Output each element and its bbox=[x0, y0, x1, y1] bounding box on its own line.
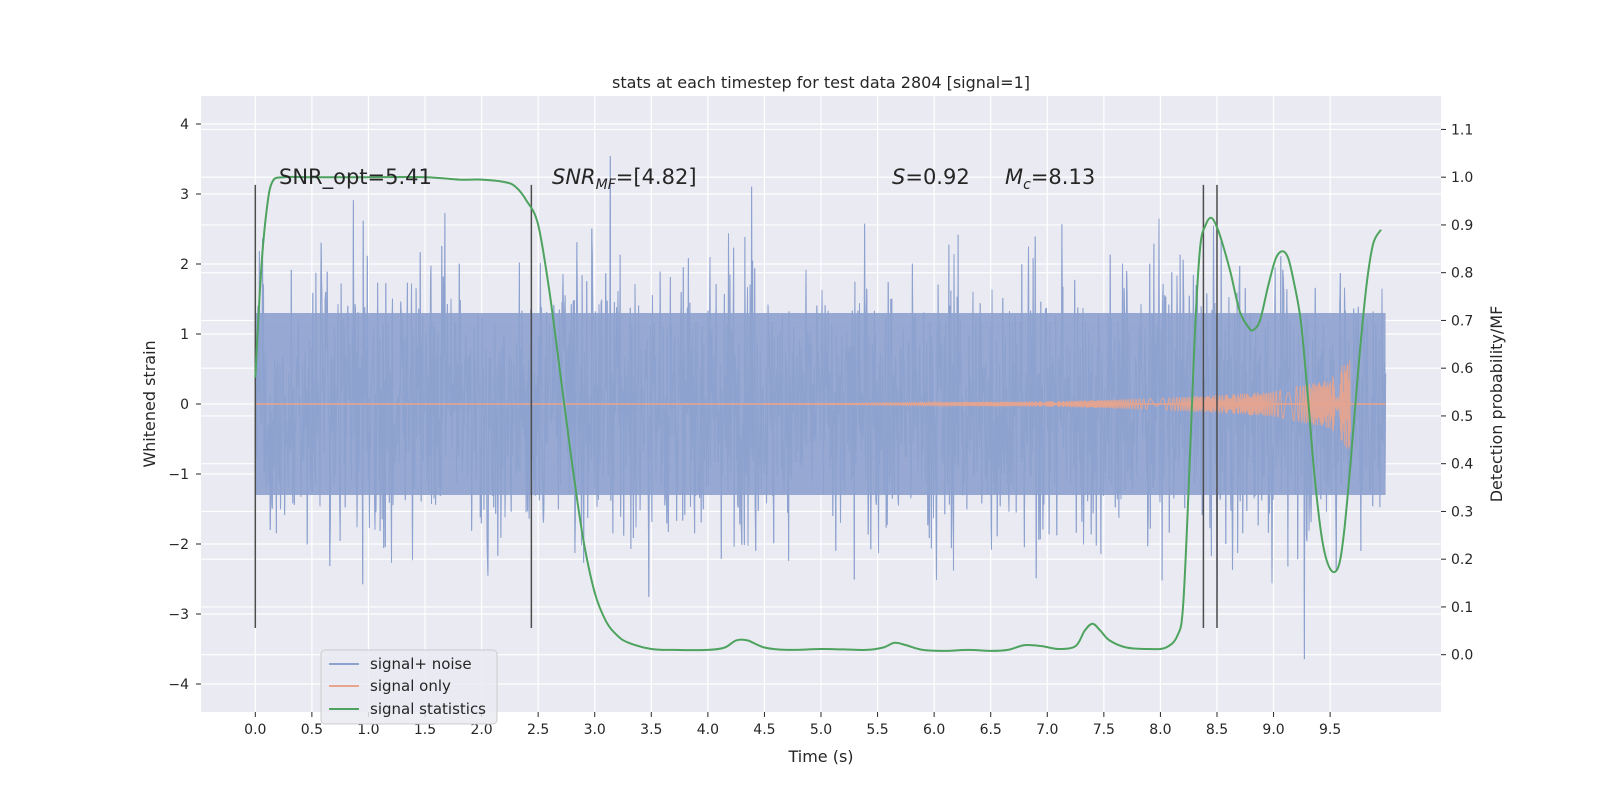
y2-tick-label: 0.8 bbox=[1451, 266, 1473, 282]
y2-tick-label: 0.9 bbox=[1451, 218, 1473, 234]
legend-label-signal-only: signal only bbox=[370, 677, 451, 695]
y2-tick-label: 1.1 bbox=[1451, 122, 1473, 138]
legend-label-signal-noise: signal+ noise bbox=[370, 655, 472, 673]
y2-tick-label: 0.5 bbox=[1451, 409, 1473, 425]
y2-tick-label: 0.3 bbox=[1451, 504, 1473, 520]
x-tick-label: 4.0 bbox=[697, 722, 719, 738]
legend-label-signal-statistics: signal statistics bbox=[370, 700, 486, 718]
y-tick-label: −2 bbox=[168, 537, 189, 553]
x-tick-label: 2.0 bbox=[470, 722, 492, 738]
y2-tick-label: 0.2 bbox=[1451, 552, 1473, 568]
x-tick-label: 3.0 bbox=[584, 722, 606, 738]
y2-tick-label: 0.6 bbox=[1451, 361, 1473, 377]
stat-line bbox=[254, 175, 1382, 652]
x-tick-label: 8.5 bbox=[1206, 722, 1228, 738]
y2-tick-label: 1.0 bbox=[1451, 170, 1473, 186]
annotation-s-var: S bbox=[892, 165, 905, 189]
y2-axis-label: Detection probability/MF bbox=[1487, 306, 1506, 503]
x-tick-label: 3.5 bbox=[640, 722, 662, 738]
annotation-s-value: =0.92 bbox=[905, 165, 969, 189]
x-tick-label: 1.0 bbox=[357, 722, 379, 738]
annotation-snr-mf-value: =[4.82] bbox=[616, 165, 697, 189]
annotation-mc-var: M bbox=[1005, 165, 1023, 189]
annotation-mc-sub: c bbox=[1023, 177, 1031, 193]
y-tick-label: 2 bbox=[180, 257, 189, 273]
series-signal-only bbox=[255, 359, 1386, 449]
y-tick-label: 4 bbox=[180, 117, 189, 133]
y2-tick-label: 0.0 bbox=[1451, 648, 1473, 664]
x-tick-label: 6.0 bbox=[923, 722, 945, 738]
chirp-trace bbox=[764, 359, 1351, 449]
x-axis-label: Time (s) bbox=[787, 747, 853, 766]
y2-tick-label: 0.7 bbox=[1451, 313, 1473, 329]
x-tick-label: 0.5 bbox=[301, 722, 323, 738]
x-tick-label: 5.5 bbox=[866, 722, 888, 738]
y-axis-label: Whitened strain bbox=[140, 340, 159, 467]
x-tick-label: 4.5 bbox=[753, 722, 775, 738]
y-tick-label: −3 bbox=[168, 607, 189, 623]
annotation-snr-mf-prefix: SNR bbox=[552, 165, 596, 189]
annotation-snr-mf-sub: MF bbox=[596, 177, 617, 193]
vertical-markers bbox=[254, 184, 1218, 628]
x-tick-label: 6.5 bbox=[980, 722, 1002, 738]
y-tick-label: 0 bbox=[180, 397, 189, 413]
y-tick-label: 1 bbox=[180, 327, 189, 343]
x-tick-label: 0.0 bbox=[244, 722, 266, 738]
annotation-snr-opt: SNR_opt=5.41 bbox=[279, 165, 432, 190]
legend: signal+ noise signal only signal statist… bbox=[320, 649, 498, 725]
x-tick-label: 9.0 bbox=[1262, 722, 1284, 738]
y2-tick-label: 0.1 bbox=[1451, 600, 1473, 616]
annotation-snr-mf: SNRMF=[4.82] bbox=[552, 165, 697, 193]
x-tick-label: 2.5 bbox=[527, 722, 549, 738]
x-tick-label: 9.5 bbox=[1319, 722, 1341, 738]
y-tick-label: 3 bbox=[180, 187, 189, 203]
x-tick-label: 7.5 bbox=[1093, 722, 1115, 738]
y-tick-label: −4 bbox=[168, 677, 189, 693]
x-tick-label: 7.0 bbox=[1036, 722, 1058, 738]
x-tick-label: 1.5 bbox=[414, 722, 436, 738]
y2-tick-label: 0.4 bbox=[1451, 457, 1473, 473]
noise-trace-overlay bbox=[254, 156, 1387, 660]
annotation-mc-value: =8.13 bbox=[1031, 165, 1095, 189]
x-tick-label: 8.0 bbox=[1149, 722, 1171, 738]
y-tick-label: −1 bbox=[168, 467, 189, 483]
series-signal-statistics bbox=[254, 175, 1382, 652]
legend-box bbox=[320, 649, 498, 725]
chart-title: stats at each timestep for test data 280… bbox=[612, 73, 1030, 92]
axis-ticks: 0.0 0.5 1.0 1.5 2.0 2.5 3.0 3.5 4.0 4.5 5.0 5.5 6.0 6… bbox=[168, 117, 1473, 738]
x-tick-label: 5.0 bbox=[810, 722, 832, 738]
annotation-mc: Mc=8.13 bbox=[1005, 165, 1095, 193]
annotation-s: S=0.92 bbox=[892, 165, 970, 189]
